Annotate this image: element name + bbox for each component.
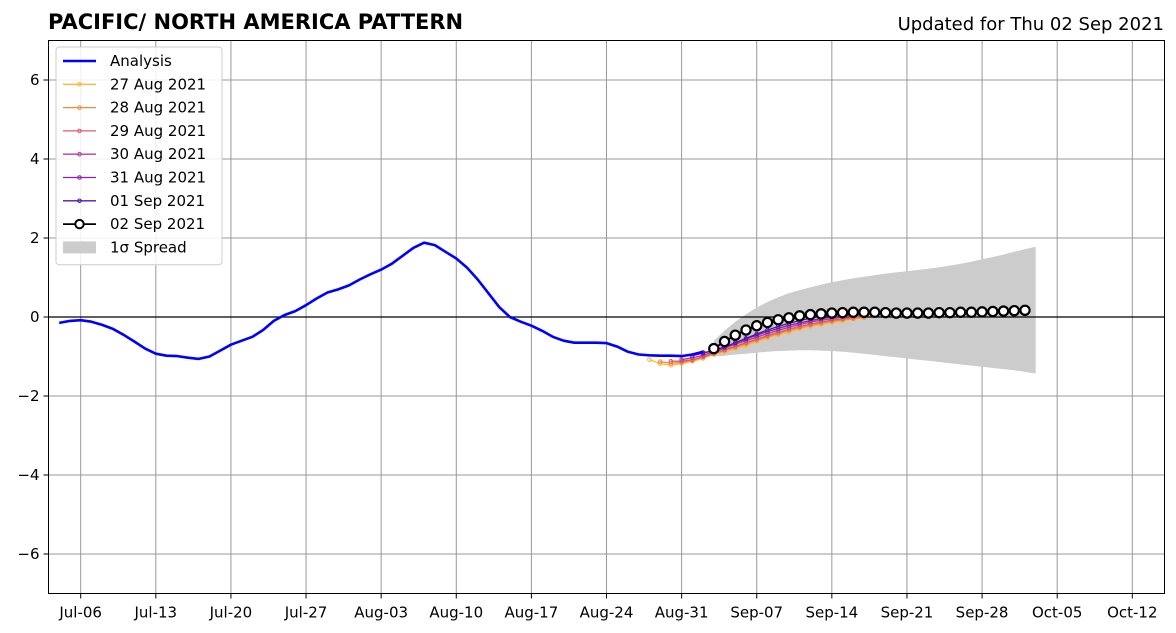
forecast-series <box>708 304 1031 355</box>
x-tick-label: Sep-28 <box>956 604 1009 622</box>
y-tick-label: −6 <box>17 545 39 563</box>
forecast-point <box>847 306 860 318</box>
forecast-point <box>708 342 720 355</box>
x-tick-label: Oct-12 <box>1107 604 1157 622</box>
forecast-point <box>772 314 784 326</box>
forecast-point <box>901 307 913 319</box>
legend-label: 29 Aug 2021 <box>110 122 206 140</box>
forecast-point <box>751 319 763 332</box>
legend-label: 27 Aug 2021 <box>110 75 206 93</box>
forecast-point <box>743 336 749 341</box>
forecast-point <box>793 310 806 322</box>
forecast-point <box>890 307 902 319</box>
forecast-point <box>933 306 945 319</box>
forecast-point <box>657 359 663 364</box>
forecast-point <box>668 360 674 366</box>
legend-marker <box>77 105 82 110</box>
forecast-point <box>869 306 881 318</box>
analysis-line <box>58 241 704 361</box>
x-tick-label: Jul-06 <box>58 604 102 622</box>
y-tick-label: 0 <box>30 308 40 326</box>
x-tick-label: Sep-14 <box>805 604 858 622</box>
legend: Analysis 27 Aug 2021 28 Aug 2021 29 Aug 202… <box>55 46 223 266</box>
forecast-point <box>911 307 924 319</box>
forecast-point <box>729 329 741 341</box>
forecast-point <box>858 306 870 318</box>
forecast-point <box>754 331 760 337</box>
forecast-point <box>826 307 838 319</box>
forecast-point <box>997 305 1010 317</box>
legend-marker <box>77 82 82 87</box>
legend-label: Analysis <box>110 52 172 70</box>
series-lines <box>58 241 1031 368</box>
forecast-point <box>718 335 731 348</box>
chart-subtitle: Updated for Thu 02 Sep 2021 <box>898 14 1164 35</box>
x-tick-label: Sep-07 <box>730 604 783 622</box>
forecast-point <box>815 308 827 320</box>
forecast-point <box>740 324 752 336</box>
forecast-line <box>649 317 865 366</box>
y-tick-label: 4 <box>30 150 40 168</box>
forecast-point <box>647 357 652 362</box>
legend-marker <box>77 128 82 134</box>
forecast-point <box>954 306 967 318</box>
forecast-point <box>761 316 774 329</box>
x-tick-label: Oct-05 <box>1032 604 1082 622</box>
x-tick-label: Sep-21 <box>881 604 934 622</box>
y-tick-label: 6 <box>30 71 40 89</box>
legend-label: 01 Sep 2021 <box>110 192 205 210</box>
legend-marker <box>77 175 82 180</box>
axis-ticks: −6 −4 −2 0 2 4 6 Jul-06 Jul-13 Jul-20 Jul-27 Aug-03… <box>17 71 1157 622</box>
forecast-point <box>679 357 684 362</box>
forecast-point <box>1008 304 1020 317</box>
legend-marker <box>77 198 82 204</box>
x-tick-label: Aug-24 <box>580 604 634 622</box>
forecast-point <box>804 308 817 321</box>
forecast-point <box>965 306 978 318</box>
legend-label: 31 Aug 2021 <box>110 169 206 187</box>
legend-label: 1σ Spread <box>110 238 187 256</box>
x-tick-label: Jul-20 <box>209 604 253 622</box>
y-tick-label: −2 <box>17 387 39 405</box>
legend-marker <box>77 151 82 157</box>
x-tick-label: Jul-13 <box>134 604 178 622</box>
forecast-point <box>783 312 795 324</box>
legend-label: 30 Aug 2021 <box>110 145 206 163</box>
forecast-point <box>657 361 663 366</box>
legend-swatch <box>63 241 96 254</box>
forecast-point <box>836 306 849 319</box>
forecast-point <box>922 307 935 319</box>
legend-box <box>55 46 223 266</box>
x-tick-label: Aug-31 <box>655 604 709 622</box>
x-tick-label: Aug-10 <box>429 604 483 622</box>
forecast-point <box>976 306 988 318</box>
forecast-point <box>879 306 892 319</box>
x-tick-label: Aug-03 <box>354 604 408 622</box>
chart-title: PACIFIC/ NORTH AMERICA PATTERN <box>48 10 463 34</box>
x-tick-label: Aug-17 <box>504 604 558 622</box>
forecast-point <box>765 327 770 333</box>
x-tick-label: Jul-27 <box>284 604 328 622</box>
legend-label: 02 Sep 2021 <box>110 215 205 233</box>
legend-label: 28 Aug 2021 <box>110 99 206 117</box>
y-tick-label: 2 <box>30 229 40 247</box>
forecast-point <box>668 358 674 364</box>
legend-marker <box>74 218 85 230</box>
forecast-point <box>1019 304 1031 316</box>
forecast-point <box>987 305 999 318</box>
y-tick-label: −4 <box>17 466 39 484</box>
forecast-point <box>944 306 956 319</box>
forecast-point <box>732 340 738 345</box>
